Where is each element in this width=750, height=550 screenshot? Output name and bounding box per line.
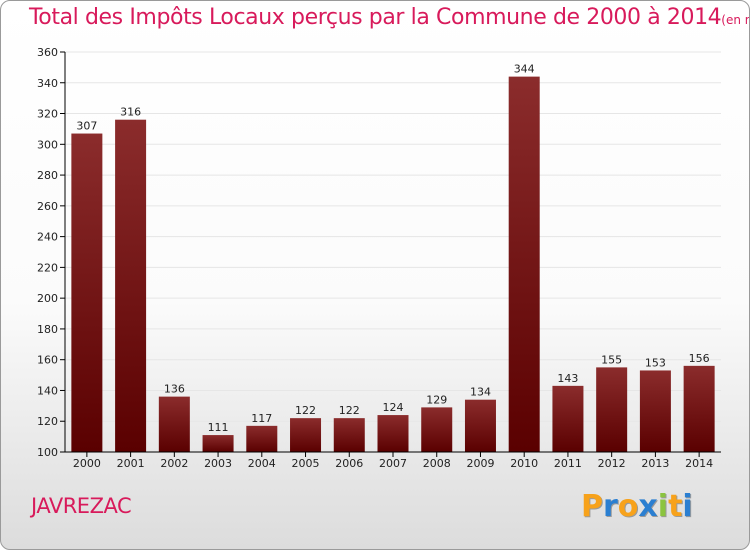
bar xyxy=(246,425,278,452)
logo-letter: o xyxy=(617,489,639,524)
bar xyxy=(508,76,540,452)
bar xyxy=(202,435,234,452)
x-tick-label: 2001 xyxy=(117,457,145,470)
x-tick-label: 2014 xyxy=(685,457,713,470)
bar-value-label: 136 xyxy=(164,383,185,396)
bar-value-label: 117 xyxy=(251,412,272,425)
bar-value-label: 344 xyxy=(514,63,535,76)
bar xyxy=(115,119,147,452)
bar xyxy=(464,399,496,452)
y-tick-label: 360 xyxy=(37,46,58,59)
y-tick-label: 220 xyxy=(37,261,58,274)
x-tick-label: 2009 xyxy=(466,457,494,470)
x-tick-label: 2006 xyxy=(335,457,363,470)
x-tick-label: 2007 xyxy=(379,457,407,470)
bar-value-label: 155 xyxy=(601,353,622,366)
bar xyxy=(290,418,322,452)
y-tick-label: 300 xyxy=(37,138,58,151)
x-tick-label: 2003 xyxy=(204,457,232,470)
bar-value-label: 124 xyxy=(383,401,404,414)
bar-value-label: 129 xyxy=(426,393,447,406)
y-tick-label: 280 xyxy=(37,169,58,182)
bar-value-label: 307 xyxy=(76,120,97,133)
commune-name: JAVREZAC xyxy=(31,494,132,518)
x-tick-label: 2012 xyxy=(598,457,626,470)
y-tick-label: 160 xyxy=(37,354,58,367)
bar-value-label: 134 xyxy=(470,386,491,399)
chart-title: Total des Impôts Locaux perçus par la Co… xyxy=(29,5,749,30)
bar xyxy=(683,365,715,452)
bar-value-label: 111 xyxy=(208,421,229,434)
bar-value-label: 122 xyxy=(295,404,316,417)
bar-value-label: 156 xyxy=(689,352,710,365)
logo-letter: r xyxy=(603,489,618,524)
logo-letter: x xyxy=(638,489,658,524)
bar xyxy=(552,385,584,452)
bar-value-label: 143 xyxy=(557,372,578,385)
y-tick-label: 340 xyxy=(37,77,58,90)
x-tick-label: 2004 xyxy=(248,457,276,470)
y-tick-label: 120 xyxy=(37,415,58,428)
y-tick-label: 100 xyxy=(37,446,58,459)
bar xyxy=(71,133,103,453)
bar-value-label: 153 xyxy=(645,356,666,369)
y-tick-label: 320 xyxy=(37,108,58,121)
bar xyxy=(158,396,190,452)
logo-letter: i xyxy=(657,489,669,524)
bar xyxy=(377,415,409,452)
y-tick-label: 240 xyxy=(37,231,58,244)
y-tick-label: 200 xyxy=(37,292,58,305)
x-tick-label: 2010 xyxy=(510,457,538,470)
y-tick-label: 260 xyxy=(37,200,58,213)
logo-letter: t xyxy=(668,489,683,524)
bar xyxy=(333,418,365,452)
x-tick-label: 2011 xyxy=(554,457,582,470)
logo-letter: i xyxy=(682,489,693,524)
logo-letter: P xyxy=(581,489,603,524)
y-tick-label: 180 xyxy=(37,323,58,336)
bar-value-label: 122 xyxy=(339,404,360,417)
chart-title-text: Total des Impôts Locaux perçus par la Co… xyxy=(29,5,722,30)
bar-value-label: 316 xyxy=(120,106,141,119)
chart-unit-note: (en milliers d'€) xyxy=(721,13,749,27)
proxiti-logo: Proxiti xyxy=(581,489,693,524)
bar xyxy=(421,407,453,452)
x-tick-label: 2005 xyxy=(292,457,320,470)
bar xyxy=(596,367,628,452)
y-tick-label: 140 xyxy=(37,384,58,397)
x-tick-label: 2013 xyxy=(641,457,669,470)
x-tick-label: 2000 xyxy=(73,457,101,470)
bar xyxy=(639,370,671,452)
x-tick-label: 2008 xyxy=(423,457,451,470)
x-tick-label: 2002 xyxy=(160,457,188,470)
